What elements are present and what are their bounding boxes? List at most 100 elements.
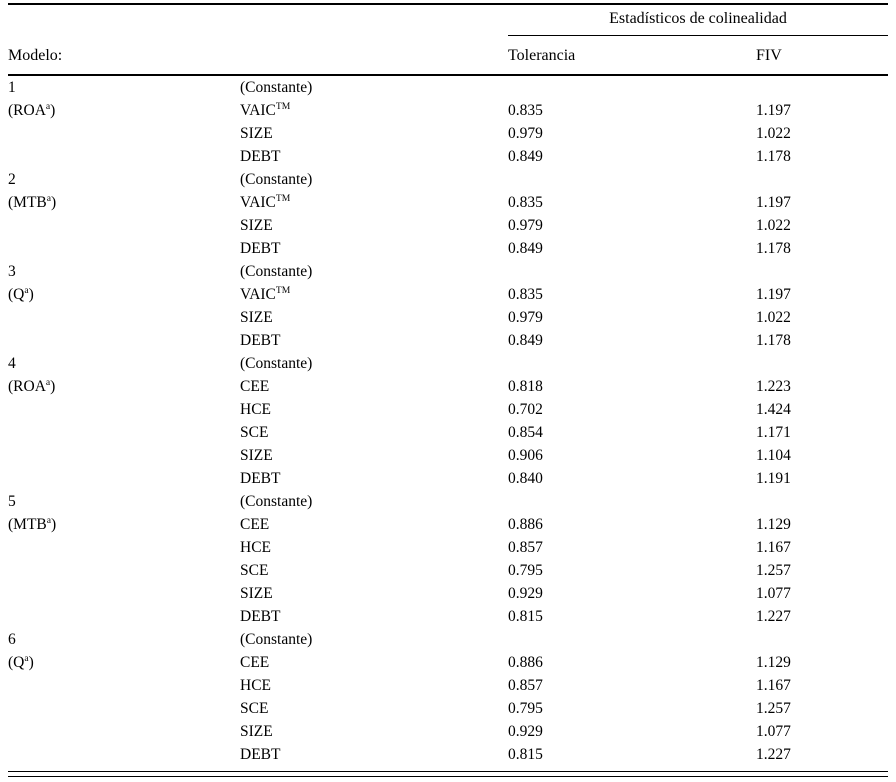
- fiv-value: 1.022: [756, 217, 791, 234]
- fiv-value: 1.022: [756, 125, 791, 142]
- variable-cell: SCE: [240, 700, 269, 717]
- table-row: 4 (Constante): [8, 353, 888, 376]
- variable-cell: SIZE: [240, 217, 273, 234]
- fiv-value: 1.227: [756, 608, 791, 625]
- table-row: (MTBa) CEE 0.886 1.129: [8, 514, 888, 537]
- column-header-row: Modelo: Tolerancia FIV: [8, 36, 888, 74]
- table-row: (ROAa) VAICTM 0.835 1.197: [8, 100, 888, 123]
- top-rule: [8, 3, 888, 5]
- table-row: SIZE 0.906 1.104: [8, 445, 888, 468]
- fiv-value: 1.129: [756, 654, 791, 671]
- table-row: SCE 0.795 1.257: [8, 560, 888, 583]
- table-row: DEBT 0.849 1.178: [8, 146, 888, 169]
- table-row: DEBT 0.815 1.227: [8, 744, 888, 767]
- model-cell: (MTBa): [8, 516, 57, 533]
- fiv-value: 1.178: [756, 240, 791, 257]
- tolerance-value: 0.979: [508, 125, 543, 142]
- table-row: SCE 0.795 1.257: [8, 698, 888, 721]
- variable-cell: SIZE: [240, 585, 273, 602]
- table-row: HCE 0.702 1.424: [8, 399, 888, 422]
- variable-cell: DEBT: [240, 608, 281, 625]
- model-cell: 2: [8, 171, 16, 188]
- variable-cell: SCE: [240, 424, 269, 441]
- variable-cell: (Constante): [240, 171, 313, 188]
- model-cell: (ROAa): [8, 102, 56, 119]
- variable-cell: SIZE: [240, 447, 273, 464]
- table-row: (ROAa) CEE 0.818 1.223: [8, 376, 888, 399]
- variable-cell: DEBT: [240, 240, 281, 257]
- tolerance-value: 0.815: [508, 608, 543, 625]
- table-row: 5 (Constante): [8, 491, 888, 514]
- model-cell: (MTBa): [8, 194, 57, 211]
- bottom-rule: [8, 770, 888, 777]
- fiv-value: 1.197: [756, 286, 791, 303]
- tolerance-value: 0.835: [508, 194, 543, 211]
- variable-cell: (Constante): [240, 355, 313, 372]
- table-row: 2 (Constante): [8, 169, 888, 192]
- table-body: 1 (Constante) (ROAa) VAICTM 0.835 1.197 SIZE 0.…: [8, 76, 888, 767]
- table-row: HCE 0.857 1.167: [8, 675, 888, 698]
- tolerance-value: 0.849: [508, 240, 543, 257]
- variable-cell: CEE: [240, 516, 270, 533]
- variable-cell: SCE: [240, 562, 269, 579]
- table-row: SIZE 0.979 1.022: [8, 123, 888, 146]
- table-row: SCE 0.854 1.171: [8, 422, 888, 445]
- column-header-tolerancia: Tolerancia: [508, 47, 576, 64]
- table-row: DEBT 0.840 1.191: [8, 468, 888, 491]
- fiv-value: 1.191: [756, 470, 791, 487]
- tolerance-value: 0.702: [508, 401, 543, 418]
- variable-cell: DEBT: [240, 332, 281, 349]
- table-row: DEBT 0.849 1.178: [8, 238, 888, 261]
- table-row: SIZE 0.979 1.022: [8, 307, 888, 330]
- table-row: HCE 0.857 1.167: [8, 537, 888, 560]
- spanner-group: Estadísticos de colinealidad: [508, 5, 888, 36]
- tolerance-value: 0.840: [508, 470, 543, 487]
- table-row: SIZE 0.929 1.077: [8, 721, 888, 744]
- fiv-value: 1.223: [756, 378, 791, 395]
- tolerance-value: 0.979: [508, 217, 543, 234]
- tolerance-value: 0.929: [508, 723, 543, 740]
- fiv-value: 1.197: [756, 194, 791, 211]
- fiv-value: 1.022: [756, 309, 791, 326]
- table-row: SIZE 0.929 1.077: [8, 583, 888, 606]
- fiv-value: 1.077: [756, 585, 791, 602]
- fiv-value: 1.167: [756, 677, 791, 694]
- fiv-value: 1.257: [756, 700, 791, 717]
- variable-cell: VAICTM: [240, 286, 291, 303]
- variable-cell: SIZE: [240, 125, 273, 142]
- table-row: 6 (Constante): [8, 629, 888, 652]
- tolerance-value: 0.815: [508, 746, 543, 763]
- variable-cell: VAICTM: [240, 194, 291, 211]
- fiv-value: 1.178: [756, 148, 791, 165]
- tolerance-value: 0.854: [508, 424, 543, 441]
- tolerance-value: 0.795: [508, 562, 543, 579]
- table-row: SIZE 0.979 1.022: [8, 215, 888, 238]
- tolerance-value: 0.835: [508, 286, 543, 303]
- spanner-spacer: [8, 5, 508, 36]
- model-cell: 4: [8, 355, 16, 372]
- table-row: (MTBa) VAICTM 0.835 1.197: [8, 192, 888, 215]
- fiv-value: 1.104: [756, 447, 791, 464]
- variable-cell: HCE: [240, 401, 271, 418]
- fiv-value: 1.171: [756, 424, 791, 441]
- header-rule: [8, 74, 888, 76]
- variable-cell: VAICTM: [240, 102, 291, 119]
- tolerance-value: 0.818: [508, 378, 543, 395]
- tolerance-value: 0.849: [508, 332, 543, 349]
- variable-cell: HCE: [240, 539, 271, 556]
- spanner-row: Estadísticos de colinealidad: [8, 5, 888, 36]
- fiv-value: 1.424: [756, 401, 791, 418]
- fiv-value: 1.178: [756, 332, 791, 349]
- variable-cell: SIZE: [240, 309, 273, 326]
- table-row: (Qa) VAICTM 0.835 1.197: [8, 284, 888, 307]
- table-row: (Qa) CEE 0.886 1.129: [8, 652, 888, 675]
- table-row: 3 (Constante): [8, 261, 888, 284]
- variable-cell: SIZE: [240, 723, 273, 740]
- tolerance-value: 0.857: [508, 539, 543, 556]
- fiv-value: 1.129: [756, 516, 791, 533]
- variable-cell: DEBT: [240, 148, 281, 165]
- variable-cell: (Constante): [240, 79, 313, 96]
- variable-cell: (Constante): [240, 631, 313, 648]
- tolerance-value: 0.835: [508, 102, 543, 119]
- variable-cell: CEE: [240, 378, 270, 395]
